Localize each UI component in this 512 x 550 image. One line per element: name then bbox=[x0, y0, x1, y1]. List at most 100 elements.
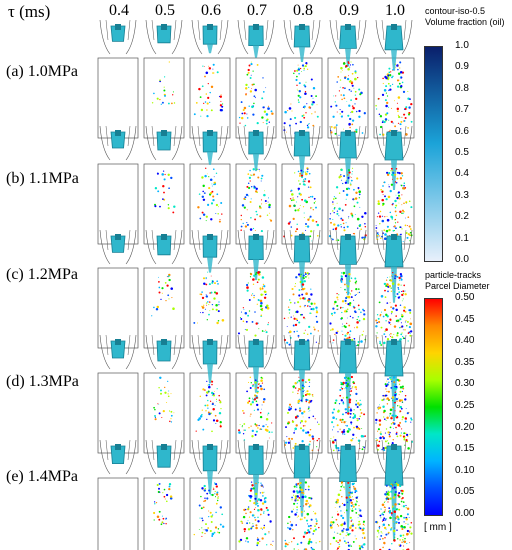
droplet-parcel bbox=[158, 510, 161, 513]
droplet-parcel bbox=[332, 201, 334, 203]
droplet-parcel bbox=[389, 211, 392, 214]
droplet-parcel bbox=[335, 518, 338, 521]
droplet-parcel bbox=[408, 200, 411, 203]
time-column-label: 0.4 bbox=[109, 2, 129, 19]
droplet-parcel bbox=[344, 76, 347, 80]
droplet-parcel bbox=[314, 418, 316, 420]
droplet-parcel bbox=[265, 202, 267, 205]
droplet-parcel bbox=[262, 283, 265, 286]
droplet-parcel bbox=[351, 386, 354, 388]
nozzle-guide-line bbox=[309, 19, 321, 55]
droplet-parcel bbox=[253, 294, 255, 297]
droplet-parcel bbox=[212, 63, 215, 66]
pressure-row-label: (d) 1.3MPa bbox=[6, 373, 79, 390]
droplet-parcel bbox=[304, 171, 306, 173]
droplet-parcel bbox=[215, 308, 218, 311]
droplet-parcel bbox=[335, 104, 338, 107]
droplet-parcel bbox=[206, 497, 209, 500]
droplet-parcel bbox=[309, 235, 312, 238]
droplet-parcel bbox=[260, 293, 263, 296]
droplet-parcel bbox=[332, 339, 335, 341]
droplet-parcel bbox=[358, 288, 360, 290]
droplet-parcel bbox=[294, 302, 296, 304]
droplet-parcel bbox=[393, 225, 396, 228]
droplet-parcel bbox=[404, 394, 407, 397]
droplet-parcel bbox=[211, 430, 213, 433]
droplet-parcel bbox=[254, 423, 257, 425]
droplet-parcel bbox=[263, 388, 266, 391]
droplet-parcel bbox=[402, 298, 404, 300]
droplet-parcel bbox=[246, 73, 249, 76]
droplet-parcel bbox=[203, 65, 205, 67]
droplet-parcel bbox=[392, 507, 395, 510]
droplet-parcel bbox=[344, 289, 346, 291]
droplet-parcel bbox=[399, 326, 401, 329]
droplet-parcel bbox=[162, 517, 165, 520]
droplet-parcel bbox=[255, 482, 257, 485]
droplet-parcel bbox=[354, 385, 357, 389]
droplet-parcel bbox=[252, 278, 255, 281]
droplet-parcel bbox=[218, 95, 221, 97]
droplet-parcel bbox=[214, 526, 218, 529]
droplet-parcel bbox=[161, 101, 164, 104]
droplet-parcel bbox=[256, 408, 260, 411]
droplet-parcel bbox=[164, 498, 166, 500]
droplet-parcel bbox=[289, 521, 291, 523]
droplet-parcel bbox=[292, 217, 295, 221]
nozzle-tip bbox=[299, 24, 305, 30]
droplet-parcel bbox=[266, 214, 269, 216]
droplet-parcel bbox=[306, 170, 309, 173]
droplet-parcel bbox=[209, 191, 213, 195]
droplet-parcel bbox=[254, 433, 257, 436]
droplet-parcel bbox=[354, 90, 357, 93]
droplet-parcel bbox=[346, 295, 348, 298]
droplet-parcel bbox=[399, 61, 402, 64]
droplet-parcel bbox=[402, 187, 405, 190]
droplet-parcel bbox=[384, 500, 386, 502]
droplet-parcel bbox=[396, 196, 399, 200]
droplet-parcel bbox=[303, 66, 305, 68]
droplet-parcel bbox=[340, 217, 343, 220]
nozzle-guide-line bbox=[105, 439, 131, 461]
droplet-parcel bbox=[401, 541, 403, 544]
droplet-parcel bbox=[395, 214, 398, 217]
nozzle-guide-line bbox=[151, 334, 177, 356]
droplet-parcel bbox=[166, 276, 168, 277]
droplet-parcel bbox=[207, 82, 209, 85]
nozzle-tip bbox=[345, 130, 351, 136]
droplet-parcel bbox=[303, 105, 306, 108]
droplet-parcel bbox=[402, 534, 405, 537]
droplet-parcel bbox=[397, 194, 401, 197]
droplet-parcel bbox=[351, 290, 353, 292]
droplet-parcel bbox=[346, 317, 348, 319]
droplet-parcel bbox=[250, 484, 252, 486]
droplet-parcel bbox=[247, 507, 250, 510]
droplet-parcel bbox=[294, 381, 297, 385]
droplet-parcel bbox=[354, 94, 357, 96]
droplet-parcel bbox=[249, 201, 252, 203]
droplet-parcel bbox=[403, 438, 406, 441]
droplet-parcel bbox=[386, 215, 388, 217]
droplet-parcel bbox=[311, 394, 314, 396]
droplet-parcel bbox=[355, 512, 358, 514]
droplet-parcel bbox=[304, 180, 306, 182]
droplet-parcel bbox=[251, 83, 254, 86]
droplet-parcel bbox=[200, 115, 202, 117]
droplet-parcel bbox=[363, 524, 365, 526]
droplet-parcel bbox=[400, 184, 403, 187]
droplet-parcel bbox=[263, 290, 266, 293]
droplet-parcel bbox=[291, 496, 294, 499]
droplet-parcel bbox=[305, 225, 307, 227]
droplet-parcel bbox=[294, 70, 296, 72]
droplet-parcel bbox=[390, 422, 393, 425]
droplet-parcel bbox=[346, 424, 349, 427]
droplet-parcel bbox=[168, 390, 170, 392]
droplet-parcel bbox=[293, 494, 295, 496]
nozzle-guide-line bbox=[375, 125, 387, 161]
oil-jet-body bbox=[339, 445, 357, 482]
droplet-parcel bbox=[391, 178, 394, 180]
droplet-parcel bbox=[348, 406, 350, 409]
droplet-parcel bbox=[396, 529, 398, 531]
droplet-parcel bbox=[396, 400, 398, 402]
